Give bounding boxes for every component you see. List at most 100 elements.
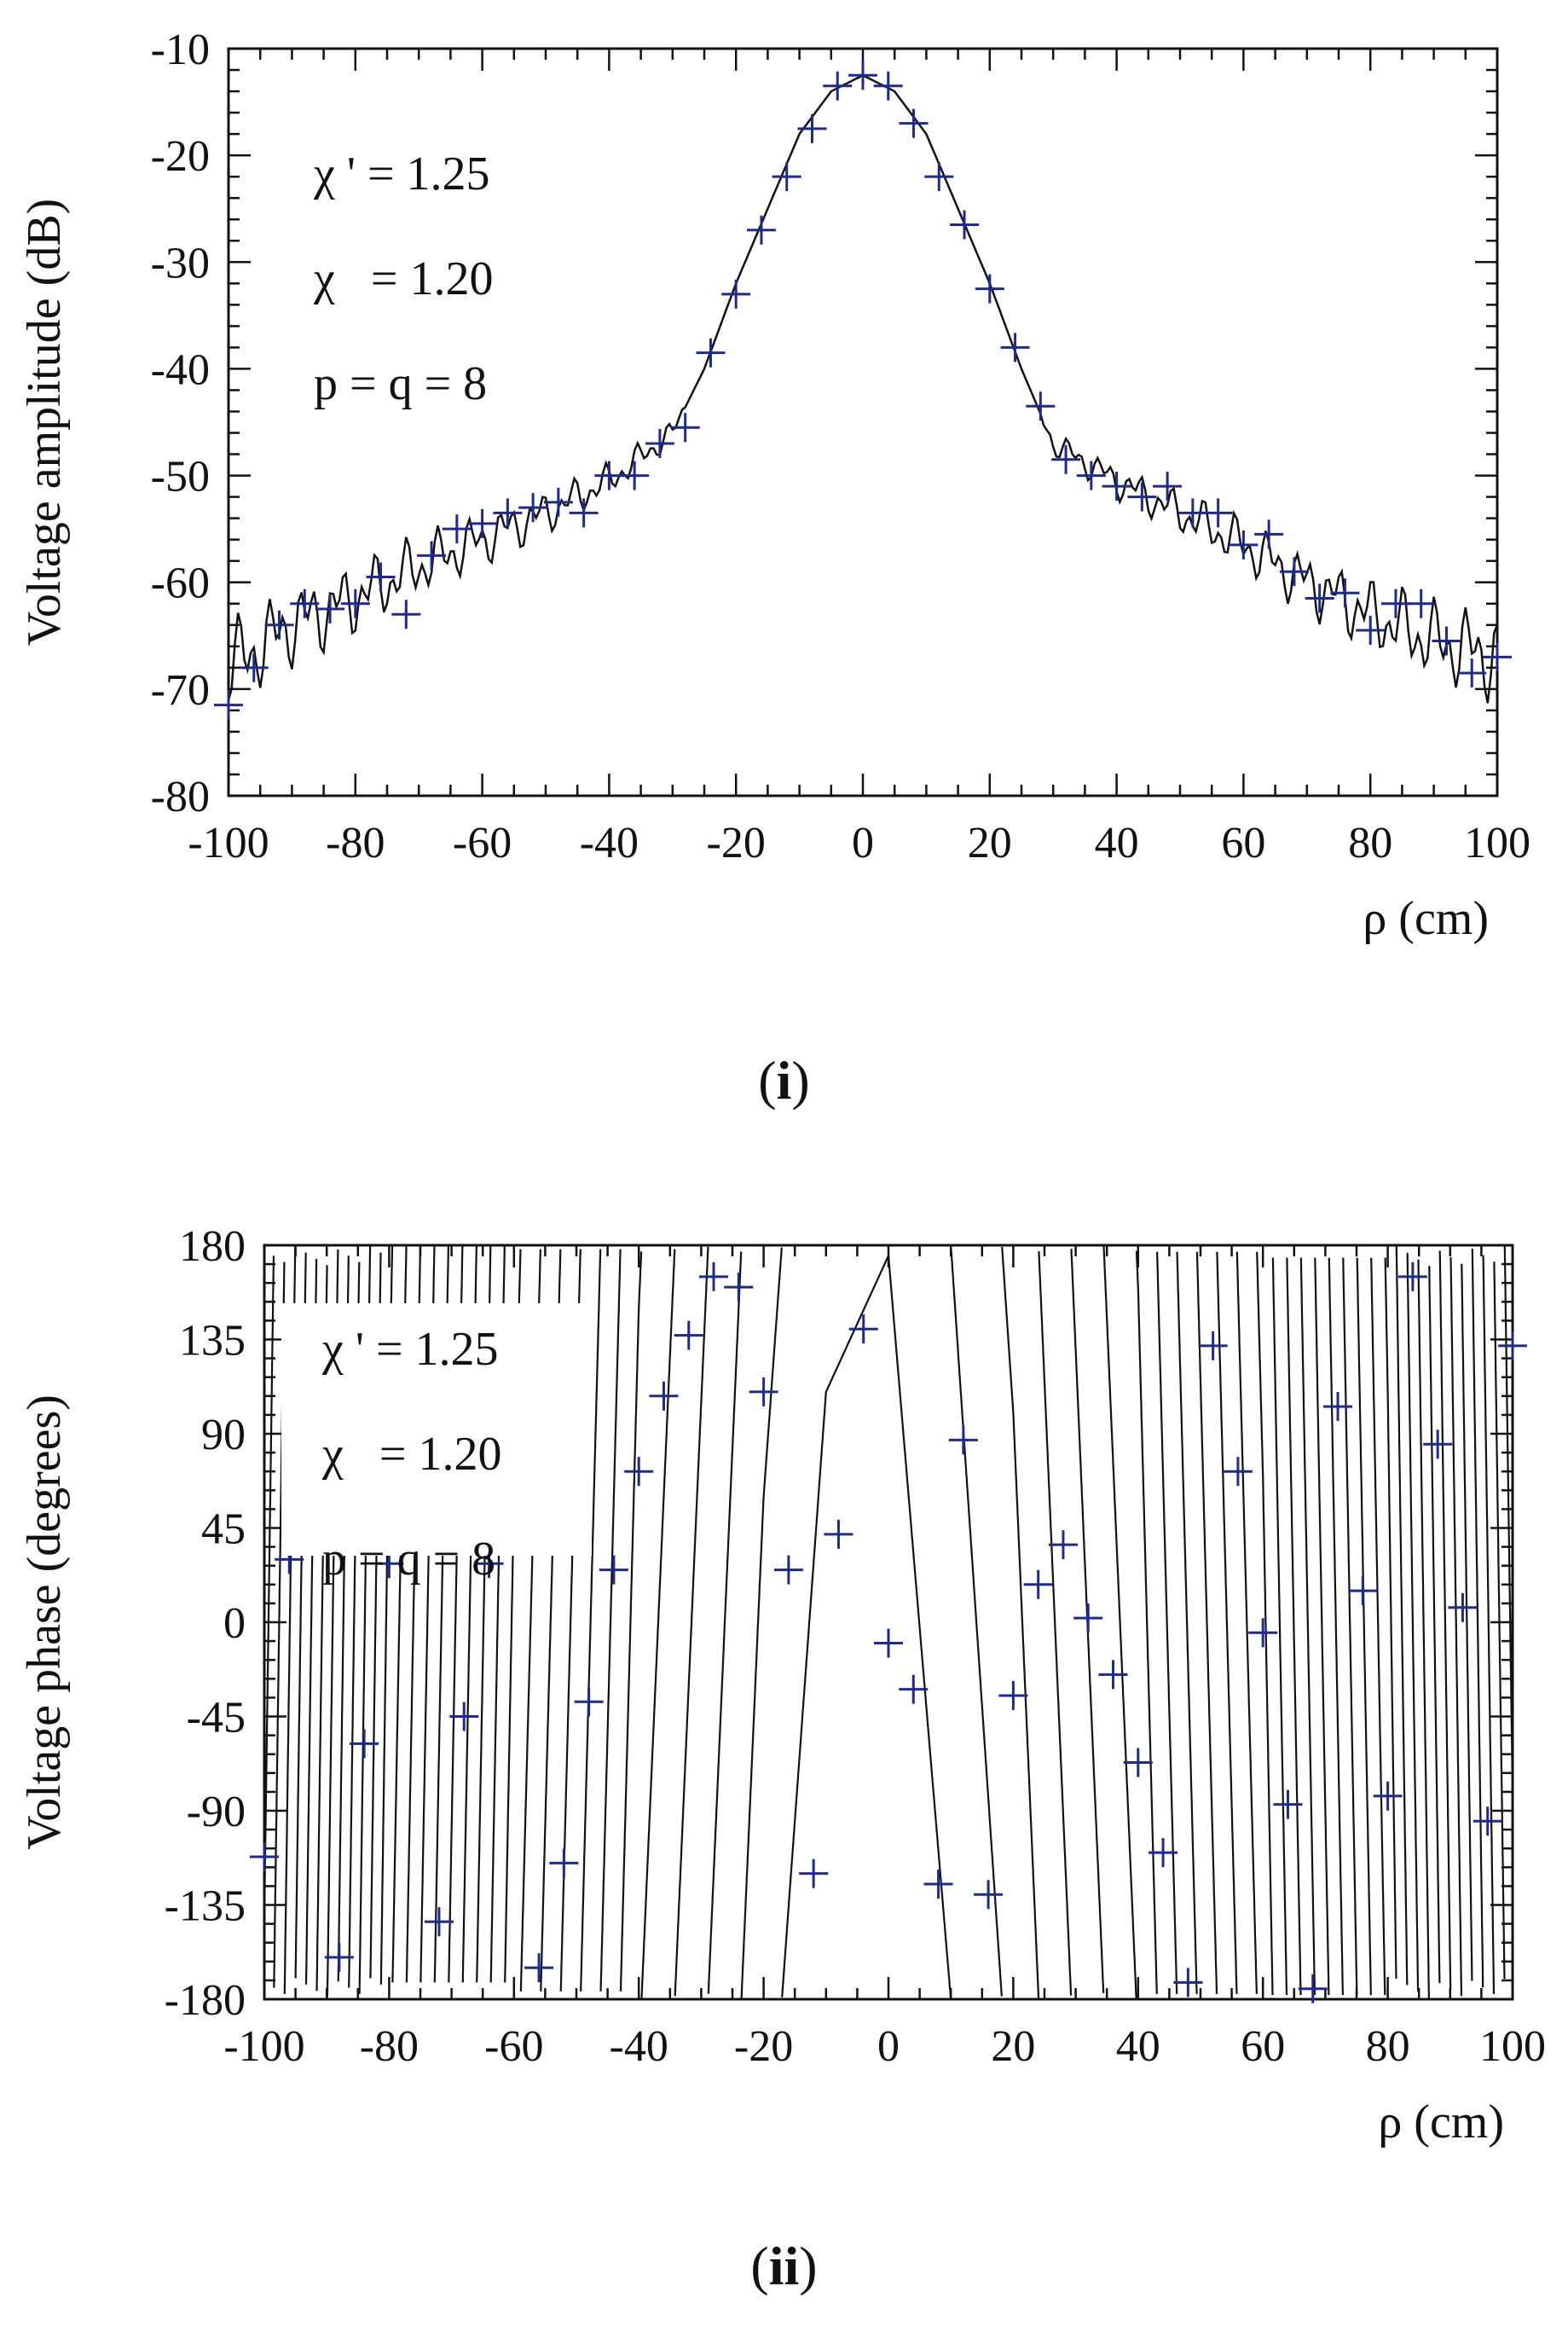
x-tick-label: -80 xyxy=(360,2022,419,2071)
legend: χ ' = 1.25 χ = 1.20 p = q = 8 xyxy=(313,148,493,410)
data-point-measured xyxy=(620,461,650,490)
x-tick-label: -100 xyxy=(188,819,269,867)
data-point-measured xyxy=(574,1687,604,1717)
data-point-measured xyxy=(417,541,447,571)
data-point-measured xyxy=(696,338,726,368)
data-point-measured xyxy=(1448,1592,1478,1622)
data-point-measured xyxy=(924,162,954,192)
y-tick-label: -70 xyxy=(151,666,210,715)
phase-chart: -100 -80 -60 -40 -20 0 20 40 60 80 100 180 135 90 45 0 -… xyxy=(18,1222,1546,2148)
x-tick-label: -60 xyxy=(453,819,512,867)
data-point-measured xyxy=(1348,1576,1378,1606)
x-tick-label: 40 xyxy=(1095,819,1139,867)
x-tick-label: 20 xyxy=(991,2022,1035,2071)
x-axis-title: ρ (cm) xyxy=(1378,2096,1504,2148)
x-tick-label: -80 xyxy=(326,819,385,867)
data-point-measured xyxy=(899,108,929,138)
x-tick-label: -60 xyxy=(484,2022,543,2071)
data-point-measured xyxy=(1153,472,1183,502)
data-point-measured xyxy=(599,1555,628,1585)
data-point-measured xyxy=(1048,1530,1078,1560)
x-tick-label: 60 xyxy=(1221,819,1265,867)
data-point-measured xyxy=(674,1320,703,1350)
legend: χ ' = 1.25 χ = 1.20 p = q = 8 xyxy=(281,1303,592,1586)
y-tick-label: 0 xyxy=(223,1599,246,1648)
x-tick-label: 80 xyxy=(1348,819,1392,867)
amplitude-figure: -100 -80 -60 -40 -20 0 20 40 60 80 100 -10 -20 -30 -40… xyxy=(0,0,1568,1160)
data-point-measured xyxy=(1279,557,1309,587)
y-tick-label: -90 xyxy=(187,1788,246,1836)
legend-entry: χ = 1.20 xyxy=(313,252,493,305)
data-point-measured xyxy=(1127,482,1157,512)
x-tick-label: -40 xyxy=(580,819,639,867)
data-point-measured xyxy=(1406,589,1436,618)
data-point-measured xyxy=(1457,658,1487,688)
data-point-measured xyxy=(772,162,801,192)
data-point-measured xyxy=(350,1729,379,1759)
data-point-measured xyxy=(518,493,548,523)
legend-entry: χ ' = 1.25 xyxy=(321,1323,499,1376)
y-tick-label: -10 xyxy=(151,26,210,74)
y-tick-label: -180 xyxy=(165,1976,246,2025)
data-point-measured xyxy=(1397,1261,1427,1291)
data-point-measured xyxy=(950,210,980,240)
x-tick-label: 60 xyxy=(1241,2022,1285,2071)
data-point-measured xyxy=(1330,578,1360,608)
data-point-measured xyxy=(1483,642,1512,672)
data-point-measured xyxy=(624,1457,654,1487)
x-tick-label: 0 xyxy=(852,819,874,867)
data-point-measured xyxy=(1123,1748,1153,1777)
data-point-measured xyxy=(1432,626,1461,656)
y-tick-label: 90 xyxy=(201,1411,246,1459)
y-tick-label: -135 xyxy=(165,1882,246,1931)
data-point-measured xyxy=(1051,444,1081,474)
data-point-measured xyxy=(1149,1838,1178,1868)
data-point-measured xyxy=(467,508,497,538)
data-point-measured xyxy=(873,71,903,101)
data-point-measured xyxy=(493,498,523,528)
amplitude-chart: -100 -80 -60 -40 -20 0 20 40 60 80 100-10-20-30-40… xyxy=(18,26,1530,945)
data-point-measured xyxy=(1223,1457,1253,1487)
data-point-measured xyxy=(543,487,573,517)
data-point-measured xyxy=(1102,472,1131,502)
y-tick-label: 180 xyxy=(179,1222,246,1271)
data-point-measured xyxy=(340,589,370,618)
data-point-measured xyxy=(1423,1429,1453,1459)
x-tick-label: 40 xyxy=(1116,2022,1160,2071)
phase-caption: (ii) xyxy=(750,2235,818,2296)
data-point-measured xyxy=(848,61,877,90)
x-tick-label: 0 xyxy=(877,2022,900,2071)
y-tick-label: 135 xyxy=(179,1317,246,1366)
data-point-measured xyxy=(1380,589,1410,618)
data-point-measured xyxy=(1273,1789,1303,1819)
data-point-measured xyxy=(1177,498,1207,528)
data-point-measured xyxy=(1323,1392,1353,1422)
x-tick-label: 80 xyxy=(1366,2022,1410,2071)
y-tick-label: 45 xyxy=(201,1505,246,1554)
legend-background xyxy=(281,1303,592,1556)
data-point-measured xyxy=(874,1628,903,1658)
data-point-measured xyxy=(1229,530,1258,560)
x-tick-label: -100 xyxy=(223,2022,304,2071)
data-point-measured xyxy=(749,1377,778,1406)
x-tick-label: 20 xyxy=(968,819,1012,867)
data-point-measured xyxy=(699,1261,729,1291)
data-point-measured xyxy=(948,1425,978,1455)
data-point-measured xyxy=(797,113,827,143)
legend-entry: χ = 1.20 xyxy=(321,1428,501,1481)
data-point-measured xyxy=(923,1869,953,1899)
data-point-measured xyxy=(975,274,1004,304)
data-point-measured xyxy=(724,1273,754,1302)
data-point-measured xyxy=(1254,519,1284,549)
data-point-measured xyxy=(424,1907,454,1937)
y-axis-title: Voltage amplitude (dB) xyxy=(18,199,71,647)
data-point-measured xyxy=(1305,583,1334,613)
data-point-measured xyxy=(1023,1569,1053,1599)
data-point-measured xyxy=(1026,391,1056,421)
data-point-measured xyxy=(250,1842,279,1872)
data-point-measured xyxy=(670,413,700,443)
y-tick-label: -50 xyxy=(151,453,210,502)
data-point-measured xyxy=(569,498,599,528)
y-tick-label: -80 xyxy=(151,773,210,821)
data-point-measured xyxy=(799,1858,829,1888)
